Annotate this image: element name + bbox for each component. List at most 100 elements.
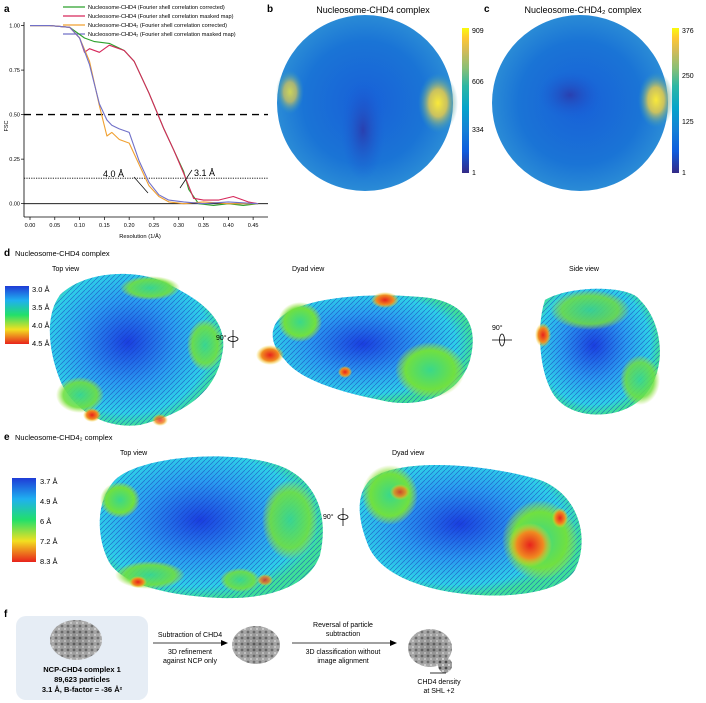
x-tick-label: 0.00: [25, 223, 36, 229]
y-tick-label: 1.00: [9, 24, 20, 30]
molecule-1-image: [50, 620, 102, 660]
x-tick-label: 0.20: [124, 223, 135, 229]
density-label-0: CHD4 density: [417, 679, 461, 686]
panel-d: Nucleosome-CHD4 complex Top view Dyad vi…: [5, 249, 660, 426]
x-tick-label: 0.35: [198, 223, 209, 229]
step2-top-0: Reversal of particle: [313, 622, 373, 629]
box-line-1: 89,623 particles: [54, 675, 110, 684]
panel-label-b: b: [267, 4, 273, 15]
angular-c-cb-3: 1: [682, 170, 686, 177]
panel-d-dyad-view-map: [256, 292, 473, 404]
panel-e-scale-2: 6 Å: [40, 517, 51, 526]
step2-bottom-0: 3D classification without: [306, 649, 381, 656]
box-line-2: 3.1 Å, B-factor = -36 Å²: [42, 685, 123, 694]
panel-f-workflow: NCP-CHD4 complex 1 89,623 particles 3.1 …: [16, 616, 461, 700]
annotation-pointer-3A: [179, 169, 193, 189]
annotation-4A: 4.0 Å: [103, 169, 124, 179]
panel-e-dyad-view-map: [359, 464, 582, 596]
step1-arrowhead: [221, 640, 228, 646]
panel-e-view-dyad: Dyad view: [392, 450, 425, 457]
angular-b-colorbar: [462, 28, 469, 173]
step2-bottom-1: image alignment: [317, 658, 368, 665]
angular-b-cb-2: 334: [472, 127, 484, 134]
molecule-2-image: [232, 626, 280, 664]
step2-top-1: subtraction: [326, 631, 360, 638]
panel-label-a: a: [4, 4, 10, 15]
density-label-1: at SHL +2: [423, 688, 454, 695]
x-tick-label: 0.25: [149, 223, 160, 229]
rotate-x-icon: [492, 333, 512, 347]
angular-b-cb-3: 1: [472, 170, 476, 177]
panel-label-c: c: [484, 4, 490, 15]
panel-label-f: f: [4, 609, 8, 620]
x-tick-label: 0.30: [173, 223, 184, 229]
fsc-chart: Nucleosome-CHD4 (Fourier shell correlati…: [4, 5, 268, 240]
x-tick-label: 0.15: [99, 223, 110, 229]
panel-e-top-view-map: [99, 456, 323, 599]
angular-c-dense-region: [538, 71, 602, 119]
y-tick-label: 0.25: [9, 157, 20, 163]
angular-distribution-c: Nucleosome-CHD4₂ complex 376 250 125 1: [492, 5, 694, 191]
rotate-y-icon: [227, 330, 239, 348]
panel-d-rotation-2: 90°: [492, 324, 503, 332]
angular-c-title: Nucleosome-CHD4₂ complex: [524, 5, 642, 15]
panel-e-scale-3: 7.2 Å: [40, 537, 58, 546]
x-tick-label: 0.05: [49, 223, 60, 229]
angular-b-dense-band: [341, 80, 385, 180]
angular-b-hotspot-right: [418, 73, 458, 133]
angular-b-cb-1: 606: [472, 79, 484, 86]
panel-e-title: Nucleosome-CHD4₂ complex: [15, 433, 113, 442]
panel-d-side-view-map: [535, 288, 660, 415]
x-axis-label: Resolution (1/Å): [119, 233, 161, 240]
panel-e-scale-4: 8.3 Å: [40, 557, 58, 566]
molecule-3-image: [408, 629, 452, 673]
step1-top: Subtraction of CHD4: [158, 632, 222, 639]
panel-d-top-view-map: [49, 273, 224, 426]
panel-d-view-dyad: Dyad view: [292, 266, 325, 273]
angular-b-title: Nucleosome-CHD4 complex: [316, 5, 430, 15]
panel-e-resolution-scale: [12, 478, 36, 562]
y-tick-label: 0.75: [9, 68, 20, 74]
panel-e-rotation-1: 90°: [323, 513, 334, 521]
y-axis-label: FSC: [4, 120, 10, 131]
x-tick-label: 0.45: [248, 223, 259, 229]
angular-c-colorbar: [672, 28, 679, 173]
annotation-3A: 3.1 Å: [194, 168, 215, 178]
x-tick-label: 0.10: [74, 223, 85, 229]
step1-bottom-1: against NCP only: [163, 658, 217, 665]
legend-entry-3: Nucleosome-CHD4₂ (Fourier shell correlat…: [88, 32, 236, 38]
angular-b-hotspot-left: [276, 70, 304, 114]
panel-d-rotation-1: 90°: [216, 334, 227, 342]
angular-c-hotspot: [638, 72, 674, 128]
panel-d-scale-2: 4.0 Å: [32, 321, 50, 330]
panel-d-scale-1: 3.5 Å: [32, 303, 50, 312]
panel-e-scale-1: 4.9 Å: [40, 497, 58, 506]
series-line-3: [30, 25, 259, 205]
panel-d-scale-3: 4.5 Å: [32, 339, 50, 348]
angular-c-cb-2: 125: [682, 119, 694, 126]
panel-d-title: Nucleosome-CHD4 complex: [15, 249, 110, 258]
rotate-y-icon-e: [337, 508, 349, 526]
legend-entry-2: Nucleosome-CHD4₂ (Fourier shell correlat…: [88, 23, 227, 29]
fsc-legend: Nucleosome-CHD4 (Fourier shell correlati…: [63, 5, 236, 38]
angular-c-cb-1: 250: [682, 73, 694, 80]
x-tick-label: 0.40: [223, 223, 234, 229]
step2-arrowhead: [390, 640, 397, 646]
panel-d-scale-0: 3.0 Å: [32, 285, 50, 294]
panel-d-view-side: Side view: [569, 266, 600, 273]
y-tick-label: 0.00: [9, 202, 20, 208]
panel-d-view-top: Top view: [52, 266, 80, 273]
angular-c-cb-0: 376: [682, 28, 694, 35]
legend-entry-1: Nucleosome-CHD4 (Fourier shell correlati…: [88, 14, 234, 20]
step1-bottom-0: 3D refinement: [168, 649, 212, 656]
y-tick-label: 0.50: [9, 113, 20, 119]
legend-entry-0: Nucleosome-CHD4 (Fourier shell correlati…: [88, 5, 225, 11]
angular-distribution-b: Nucleosome-CHD4 complex 909 606 334 1: [276, 5, 484, 191]
panel-d-resolution-scale: [5, 286, 29, 344]
panel-label-e: e: [4, 432, 10, 443]
box-line-0: NCP-CHD4 complex 1: [43, 665, 121, 674]
angular-b-cb-0: 909: [472, 28, 484, 35]
panel-label-d: d: [4, 248, 10, 259]
annotation-pointer-4A: [133, 176, 149, 194]
